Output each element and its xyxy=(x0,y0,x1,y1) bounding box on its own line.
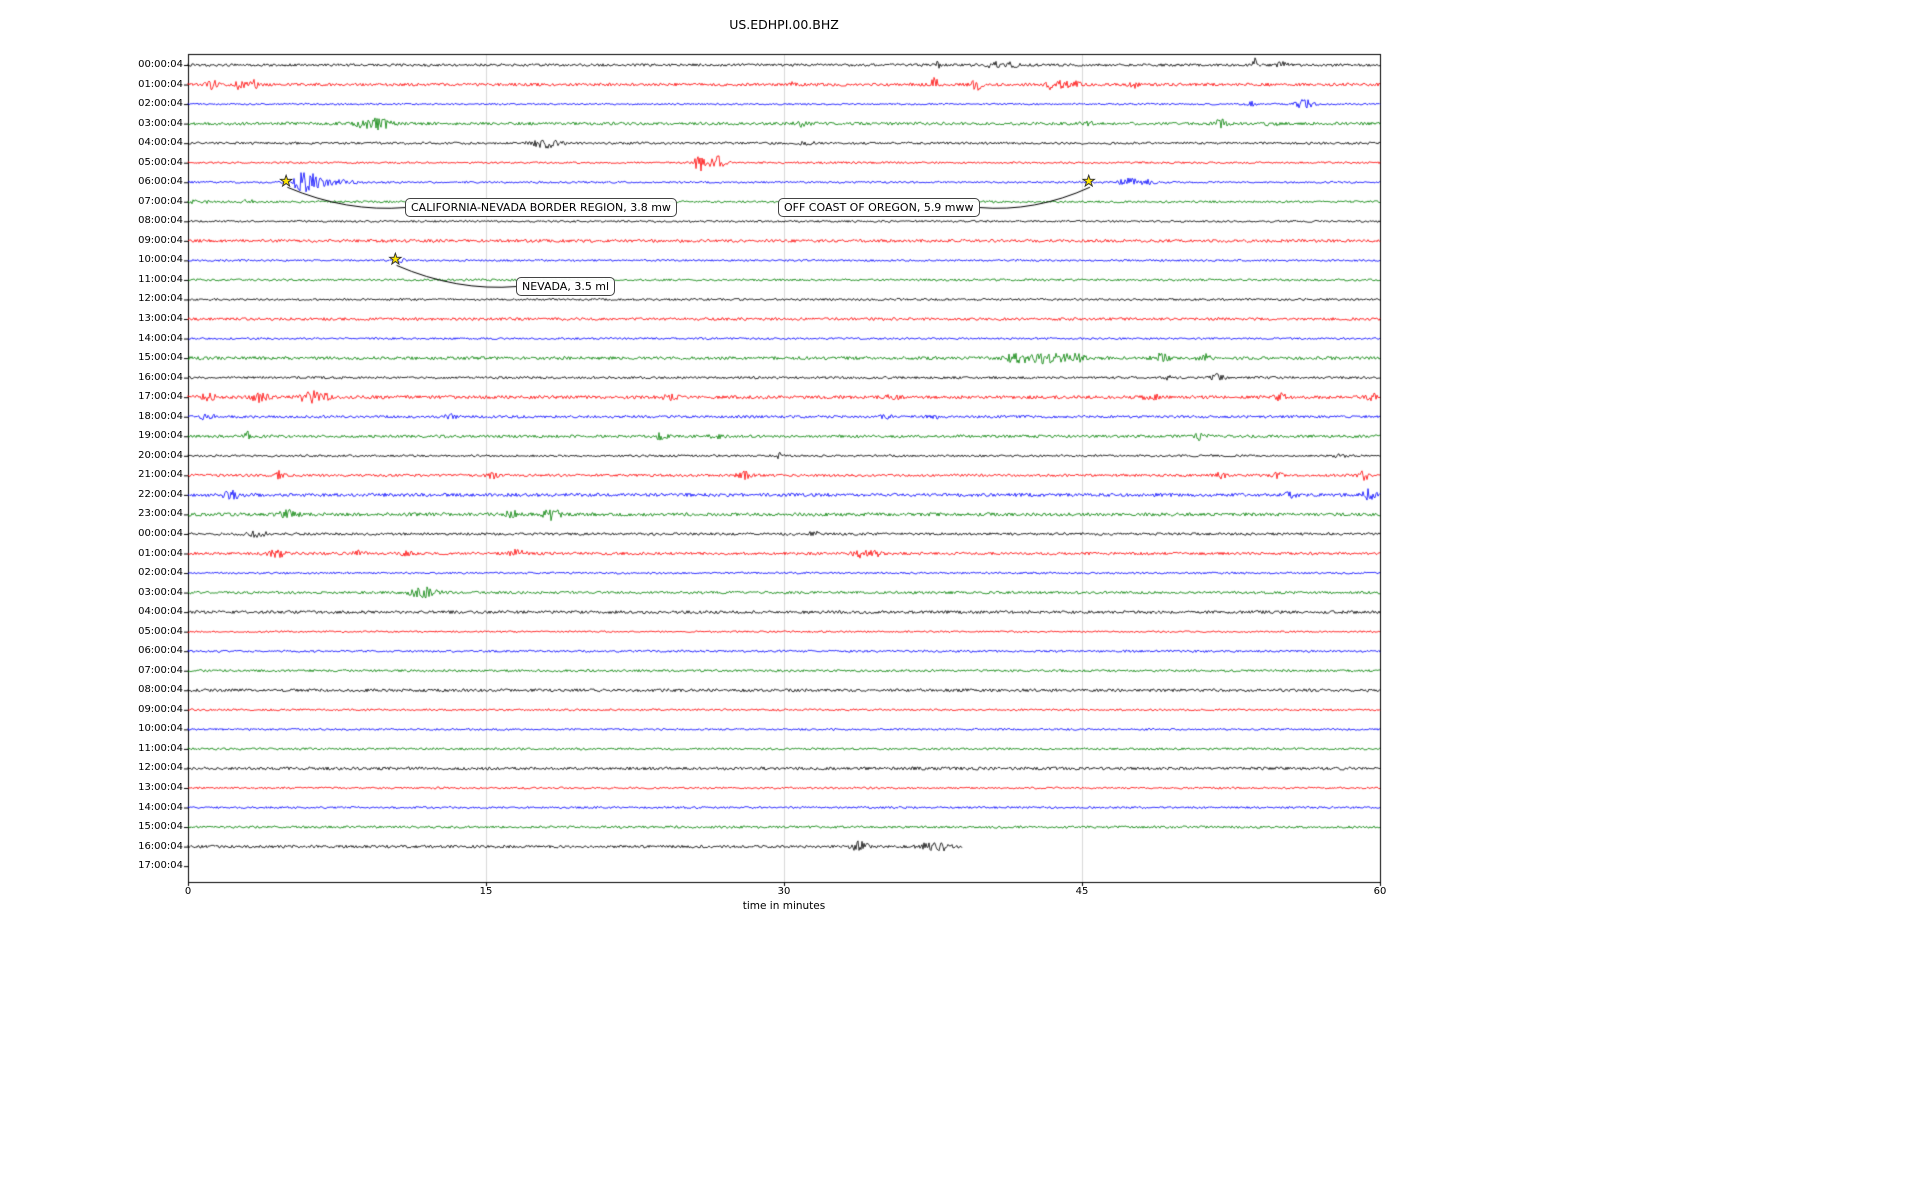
trace-time-label: 04:00:04 xyxy=(138,137,183,149)
x-tick-label: 30 xyxy=(777,886,791,897)
event-star-icon: ★ xyxy=(388,250,403,269)
trace-time-label: 11:00:04 xyxy=(138,273,183,285)
trace-time-label: 20:00:04 xyxy=(138,449,183,461)
trace-time-label: 14:00:04 xyxy=(138,801,183,813)
trace-time-label: 12:00:04 xyxy=(138,762,183,774)
trace-time-label: 04:00:04 xyxy=(138,606,183,618)
trace-time-label: 08:00:04 xyxy=(138,684,183,696)
trace-time-label: 01:00:04 xyxy=(138,78,183,90)
x-tick-label: 15 xyxy=(479,886,493,897)
trace-time-label: 07:00:04 xyxy=(138,664,183,676)
trace-time-label: 05:00:04 xyxy=(138,156,183,168)
event-annotation-nevada: NEVADA, 3.5 ml xyxy=(516,277,616,296)
event-annotation-oregon: OFF COAST OF OREGON, 5.9 mww xyxy=(778,198,980,217)
trace-time-label: 00:00:04 xyxy=(138,527,183,539)
x-tick-label: 0 xyxy=(184,886,192,897)
trace-time-label: 16:00:04 xyxy=(138,840,183,852)
trace-time-label: 00:00:04 xyxy=(138,59,183,70)
trace-time-label: 17:00:04 xyxy=(138,391,183,403)
trace-time-label: 09:00:04 xyxy=(138,234,183,246)
x-tick-label: 45 xyxy=(1075,886,1089,897)
trace-time-label: 08:00:04 xyxy=(138,215,183,227)
trace-time-label: 15:00:04 xyxy=(138,352,183,364)
trace-time-label: 13:00:04 xyxy=(138,781,183,793)
trace-time-label: 12:00:04 xyxy=(138,293,183,305)
plot-title: US.EDHPI.00.BHZ xyxy=(729,17,839,32)
trace-time-label: 06:00:04 xyxy=(138,176,183,188)
trace-time-label: 21:00:04 xyxy=(138,469,183,481)
trace-time-label: 06:00:04 xyxy=(138,645,183,657)
x-axis-label: time in minutes xyxy=(742,900,826,912)
trace-time-label: 19:00:04 xyxy=(138,430,183,442)
trace-time-label: 09:00:04 xyxy=(138,703,183,715)
trace-time-label: 16:00:04 xyxy=(138,371,183,383)
event-star-icon: ★ xyxy=(1081,172,1096,191)
trace-time-label: 10:00:04 xyxy=(138,254,183,266)
trace-time-label: 22:00:04 xyxy=(138,488,183,500)
trace-time-label: 03:00:04 xyxy=(138,586,183,598)
trace-time-label: 02:00:04 xyxy=(138,98,183,110)
event-annotation-california-nevada: CALIFORNIA-NEVADA BORDER REGION, 3.8 mw xyxy=(405,198,677,217)
trace-time-label: 14:00:04 xyxy=(138,332,183,344)
trace-time-label: 17:00:04 xyxy=(138,860,183,872)
trace-time-label: 11:00:04 xyxy=(138,742,183,754)
trace-time-label: 07:00:04 xyxy=(138,195,183,207)
trace-time-label: 15:00:04 xyxy=(138,821,183,833)
event-star-icon: ★ xyxy=(279,172,293,191)
trace-time-label: 10:00:04 xyxy=(138,723,183,735)
trace-time-label: 13:00:04 xyxy=(138,313,183,325)
trace-time-label: 23:00:04 xyxy=(138,508,183,520)
trace-time-label: 01:00:04 xyxy=(138,547,183,559)
trace-time-label: 05:00:04 xyxy=(138,625,183,637)
trace-time-label: 03:00:04 xyxy=(138,117,183,129)
x-tick-label: 60 xyxy=(1373,886,1387,897)
trace-time-label: 18:00:04 xyxy=(138,410,183,422)
trace-time-label: 02:00:04 xyxy=(138,567,183,579)
